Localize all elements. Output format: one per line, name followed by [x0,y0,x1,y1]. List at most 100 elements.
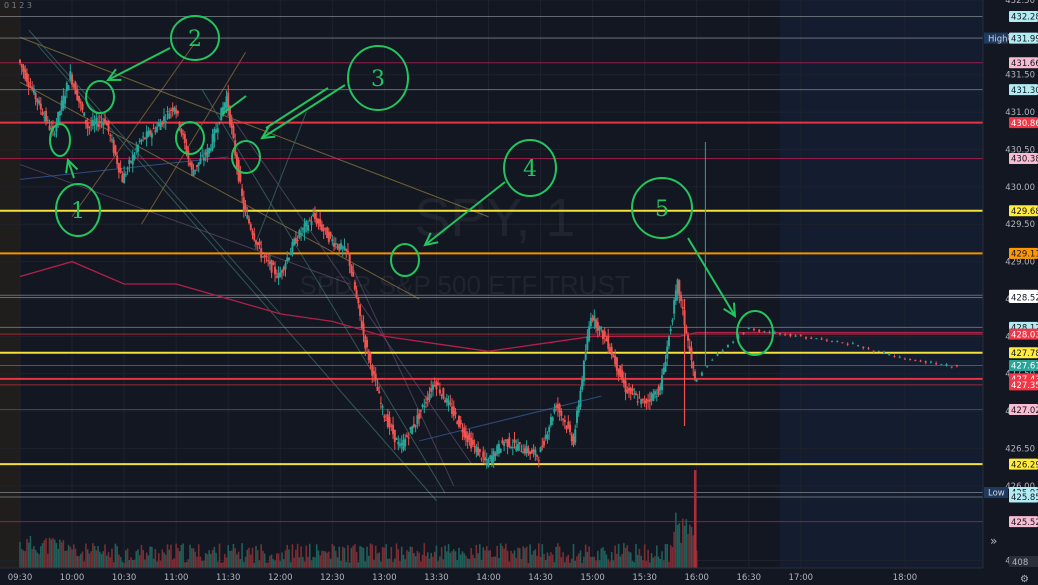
volume-bar-11:06 [185,561,188,568]
candle-body-16:57 [794,335,797,337]
annotation-circle-5 [631,177,693,239]
volume-bar-15:26 [636,554,639,568]
candle-body-12:30 [331,239,334,242]
candle-body-18:12 [924,361,927,363]
candle-body-15:09 [607,335,610,349]
volume-bar-12:04 [286,544,289,568]
annotation-arrowhead-2 [106,68,122,82]
volume-bar-14:46 [567,554,570,568]
volume-bar-14:49 [572,544,575,568]
level-badge-bg-6 [1009,205,1038,217]
candle-body-11:41 [246,215,249,219]
level-badge-bg-12 [1009,347,1038,359]
candle-body-13:42 [456,421,459,425]
time-axis[interactable]: 09:30 10:00 10:30 11:00 11:30 12:00 12:30 13:00… [8,573,917,583]
candle-body-9:42 [39,103,42,110]
candle-body-10:53 [163,116,166,122]
volume-bar-14:09 [503,548,505,568]
candle-body-13:12 [404,438,407,447]
candle-body-11:50 [261,256,264,258]
candle-body-18:21 [940,363,943,365]
volume-bar-13:04 [390,547,393,568]
candle-body-13:36 [445,398,448,403]
candle-body-10:54 [164,121,167,123]
candle-body-12:35 [340,243,342,250]
volume-bar-12:57 [378,552,380,568]
candle-body-11:20 [209,148,212,151]
candle-body-9:47 [48,125,51,130]
candle-body-15:06 [602,330,605,339]
annotation-arrowhead-1 [65,157,79,174]
time-tick-label-7: 13:00 [372,573,397,583]
volume-bar-9:57 [66,550,68,568]
volume-bar-13:12 [404,559,406,568]
candle-body-12:47 [360,320,363,329]
candle-body-11:48 [258,241,261,245]
volume-bar-10:00 [71,549,73,568]
volume-bar-14:00 [487,550,490,568]
afterhours-shade [780,0,983,568]
volume-bar-10:25 [114,543,117,568]
candle-body-15:08 [605,338,608,342]
candle-body-13:14 [407,437,410,439]
volume-bar-11:20 [210,553,212,568]
settings-gear-icon[interactable]: ⚙ [1020,574,1029,585]
candle-body-14:26 [532,449,535,452]
candle-body-13:40 [452,406,455,416]
candle-body-10:15 [97,123,100,128]
candle-body-13:54 [477,447,480,456]
candle-body-11:12 [195,165,198,168]
volume-bar-14:22 [525,546,528,568]
candle-body-14:18 [518,442,521,444]
candle-body-11:53 [267,260,270,262]
volume-bar-11:43 [249,554,252,568]
volume-bar-14:04 [494,556,497,568]
volume-bar-14:15 [513,550,516,568]
candle-body-11:56 [272,262,275,265]
level-badge-text-6: 429.68 [1011,207,1038,217]
volume-bar-10:50 [158,553,160,568]
candle-body-15:03 [596,321,599,331]
candle-body-12:43 [353,281,356,290]
volume-bar-14:28 [536,555,538,568]
candle-body-10:23 [110,139,113,141]
volume-bar-11:04 [182,543,184,568]
volume-bar-9:55 [62,540,65,568]
candle-body-12:54 [372,370,375,375]
volume-bar-9:50 [53,539,56,568]
candle-body-11:45 [253,233,256,241]
candle-body-11:23 [215,129,218,133]
expand-arrows-icon[interactable]: » [990,534,997,548]
candle-body-10:14 [95,118,98,124]
candle-body-12:33 [336,246,339,248]
candle-body-14:29 [537,460,540,462]
annotations: 1 2 3 4 5 [49,15,774,356]
candle-body-13:41 [454,411,457,415]
candle-body-11:39 [242,197,245,212]
candle-body-11:31 [228,106,231,125]
candle-body-14:07 [499,448,502,453]
volume-bar-10:58 [171,559,174,568]
volume-bar-10:19 [104,544,106,568]
volume-bar-9:40 [36,552,39,568]
candle-body-12:02 [282,267,285,271]
volume-bar-13:53 [475,544,478,568]
candle-body-17:12 [820,338,823,340]
volume-bar-11:02 [178,551,181,568]
candle-body-10:37 [135,148,138,150]
candle-body-14:03 [492,450,495,462]
level-badge-bg-13 [1009,359,1038,371]
time-tick-label-0: 09:30 [8,573,33,583]
candle-body-11:40 [244,205,247,212]
candle-body-10:18 [102,121,105,126]
volume-bar-13:54 [477,553,479,568]
volume-bar-11:39 [243,561,245,568]
volume-bar-9:42 [40,546,42,568]
candle-body-13:53 [475,446,478,453]
volume-bar-11:10 [192,548,195,568]
candle-body-15:25 [634,393,637,396]
candle-body-16:03 [700,372,703,376]
candle-body-13:48 [466,435,469,443]
candle-body-11:06 [185,145,188,155]
